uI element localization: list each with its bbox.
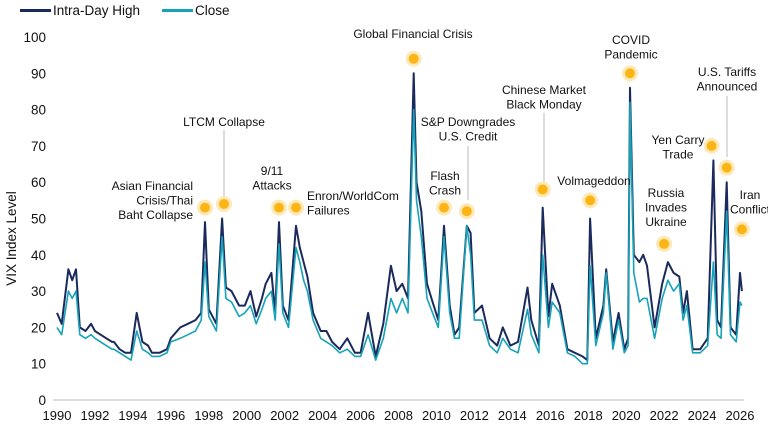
x-tick-label: 2006 <box>346 408 375 423</box>
annotation-label: Pandemic <box>604 48 657 62</box>
x-tick-label: 2012 <box>460 408 489 423</box>
annotation-marker <box>461 206 472 217</box>
annotation-marker <box>199 202 210 213</box>
annotation-marker <box>706 140 717 151</box>
y-tick-label: 20 <box>31 320 46 335</box>
legend-label-high: Intra-Day High <box>53 3 141 18</box>
annotation-label: Ukraine <box>645 215 687 229</box>
y-tick-label: 60 <box>31 175 46 190</box>
series-intraday-high-line <box>56 72 743 362</box>
annotation-label: COVID <box>612 33 650 47</box>
legend-item-close: Close <box>162 3 230 18</box>
x-tick-label: 1998 <box>194 408 223 423</box>
annotation-label: Crisis/Thai <box>136 194 193 208</box>
x-tick-label: 2010 <box>422 408 451 423</box>
series-close-line <box>56 101 743 365</box>
annotation-label: Failures <box>307 204 350 218</box>
annotation-label: Asian Financial <box>112 179 193 193</box>
annotation-8: Volmageddon <box>557 174 631 209</box>
annotation-marker <box>439 202 450 213</box>
annotation-label: Russia <box>648 186 685 200</box>
x-tick-label: 2008 <box>384 408 413 423</box>
annotation-label: U.S. Tariffs <box>698 65 756 79</box>
y-tick-label: 0 <box>38 393 46 408</box>
x-tick-label: 2004 <box>308 408 337 423</box>
annotation-4: Global Financial Crisis <box>353 27 473 67</box>
annotation-label: S&P Downgrades <box>421 115 516 129</box>
y-axis-label: VIX Index Level <box>4 191 19 286</box>
annotation-label: Yen Carry <box>652 133 705 147</box>
annotation-marker <box>659 238 670 249</box>
x-tick-label: 1996 <box>156 408 185 423</box>
annotation-marker <box>624 68 635 79</box>
annotation-label: Crash <box>429 184 461 198</box>
x-tick-label: 1992 <box>80 408 109 423</box>
annotation-label: Flash <box>430 169 459 183</box>
y-tick-label: 10 <box>31 357 46 372</box>
annotation-marker <box>218 198 229 209</box>
legend-swatch-close <box>162 9 194 12</box>
annotation-label: 9/11 <box>261 164 284 178</box>
x-tick-label: 2026 <box>726 408 755 423</box>
x-tick-label: 1990 <box>43 408 72 423</box>
annotation-marker <box>537 184 548 195</box>
annotation-label: LTCM Collapse <box>183 115 265 129</box>
annotation-marker <box>273 202 284 213</box>
y-tick-label: 70 <box>31 139 46 154</box>
annotation-marker <box>721 162 732 173</box>
annotation-marker <box>585 195 596 206</box>
annotation-label: Global Financial Crisis <box>353 27 472 41</box>
legend-swatch-high <box>20 9 51 12</box>
annotation-label: Announced <box>697 80 758 94</box>
x-tick-label: 2014 <box>498 408 527 423</box>
y-tick-label: 90 <box>31 66 46 81</box>
annotation-label: Baht Collapse <box>118 208 193 222</box>
annotation-marker <box>291 202 302 213</box>
annotation-1: LTCM Collapse <box>183 115 265 212</box>
x-tick-label: 2016 <box>536 408 565 423</box>
annotation-label: Conflict <box>730 203 768 217</box>
annotation-label: Chinese Market <box>502 83 587 97</box>
x-tick-label: 2024 <box>688 408 717 423</box>
legend-item-high: Intra-Day High <box>20 3 140 18</box>
annotation-label: U.S. Credit <box>439 130 498 144</box>
annotation-label: Enron/WorldCom <box>307 189 399 203</box>
annotation-label: Volmageddon <box>557 174 630 188</box>
y-tick-label: 40 <box>31 248 46 263</box>
y-tick-label: 30 <box>31 284 46 299</box>
annotation-label: Black Monday <box>506 98 581 112</box>
y-tick-label: 50 <box>31 212 46 227</box>
y-tick-label: 80 <box>31 103 46 118</box>
x-tick-label: 2022 <box>650 408 679 423</box>
x-tick-label: 1994 <box>118 408 147 423</box>
legend-label-close: Close <box>195 3 230 18</box>
annotation-label: Invades <box>645 201 687 215</box>
x-tick-label: 2018 <box>574 408 603 423</box>
annotation-label: Iran <box>740 188 761 202</box>
legend: Intra-Day High Close <box>20 3 230 18</box>
x-tick-label: 2002 <box>270 408 299 423</box>
annotation-label: Trade <box>663 148 694 162</box>
x-tick-label: 2000 <box>232 408 261 423</box>
x-tick-label: 2020 <box>612 408 641 423</box>
annotation-marker <box>408 53 419 64</box>
annotation-label: Attacks <box>252 179 291 193</box>
y-tick-label: 100 <box>23 30 46 45</box>
annotation-marker <box>736 224 747 235</box>
